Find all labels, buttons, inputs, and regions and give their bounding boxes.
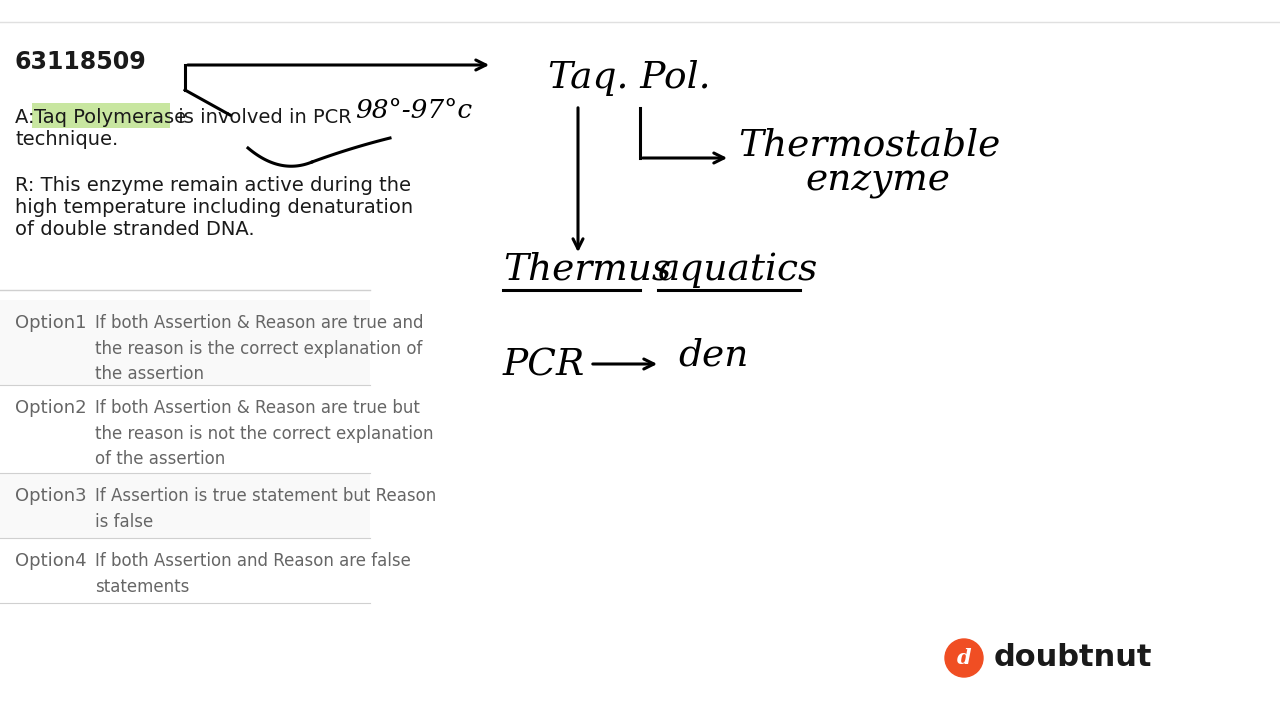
Text: high temperature including denaturation: high temperature including denaturation — [15, 198, 413, 217]
Text: Thermus: Thermus — [503, 252, 671, 288]
Text: Option4: Option4 — [15, 552, 87, 570]
Bar — [0, 538, 370, 603]
Text: d: d — [956, 648, 972, 668]
Text: Option2: Option2 — [15, 399, 87, 417]
Text: A:: A: — [15, 108, 41, 127]
Text: 98°-97°c: 98°-97°c — [355, 98, 472, 123]
Text: R: This enzyme remain active during the: R: This enzyme remain active during the — [15, 176, 411, 195]
Text: Option3: Option3 — [15, 487, 87, 505]
Text: doubtnut: doubtnut — [995, 644, 1152, 672]
Bar — [0, 0, 370, 720]
Text: enzyme: enzyme — [805, 163, 950, 199]
Text: aquatics: aquatics — [658, 252, 818, 288]
Text: Taq. Pol.: Taq. Pol. — [548, 60, 710, 96]
Text: 63118509: 63118509 — [15, 50, 147, 74]
FancyBboxPatch shape — [32, 103, 170, 128]
Bar — [0, 300, 370, 385]
Text: Thermostable: Thermostable — [739, 128, 1001, 164]
Text: PCR: PCR — [503, 348, 585, 384]
Text: technique.: technique. — [15, 130, 118, 149]
Bar — [0, 473, 370, 538]
Text: Option1: Option1 — [15, 314, 87, 332]
Circle shape — [945, 639, 983, 677]
Text: If both Assertion & Reason are true but
the reason is not the correct explanatio: If both Assertion & Reason are true but … — [95, 399, 434, 469]
Text: of double stranded DNA.: of double stranded DNA. — [15, 220, 255, 239]
Text: is involved in PCR: is involved in PCR — [172, 108, 352, 127]
Text: den: den — [678, 338, 749, 374]
Text: If both Assertion & Reason are true and
the reason is the correct explanation of: If both Assertion & Reason are true and … — [95, 314, 424, 383]
Text: Taq Polymerase: Taq Polymerase — [35, 108, 186, 127]
Text: If both Assertion and Reason are false
statements: If both Assertion and Reason are false s… — [95, 552, 411, 595]
Bar — [0, 385, 370, 473]
Text: If Assertion is true statement but Reason
is false: If Assertion is true statement but Reaso… — [95, 487, 436, 531]
